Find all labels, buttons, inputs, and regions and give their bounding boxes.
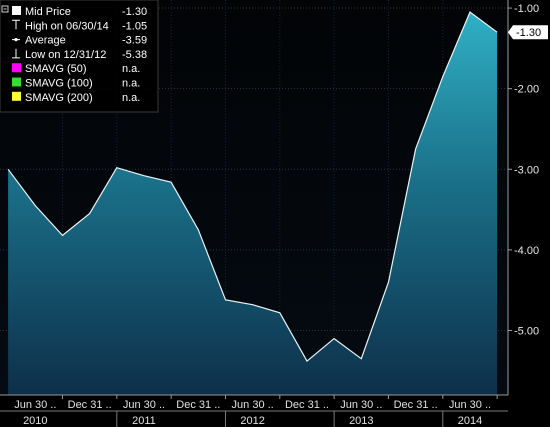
legend-box <box>0 0 159 113</box>
series-area <box>8 12 498 395</box>
x-tick-label: Dec 31 .. <box>68 399 112 411</box>
x-year-label: 2010 <box>23 415 47 427</box>
legend-value: n.a. <box>122 92 140 104</box>
y-tick-label: -1.00 <box>514 3 539 15</box>
x-tick-label: Jun 30 .. <box>232 399 274 411</box>
legend-label: Mid Price <box>25 6 71 18</box>
legend-label: SMAVG (50) <box>25 63 87 75</box>
legend-value: -5.38 <box>122 49 147 61</box>
legend-label: SMAVG (100) <box>25 78 93 90</box>
last-value-box <box>508 25 548 40</box>
legend-label: Low on 12/31/12 <box>25 49 106 61</box>
y-tick-label: -4.00 <box>514 245 539 257</box>
x-year-label: 2014 <box>458 415 482 427</box>
legend-swatch <box>12 63 21 73</box>
legend-item: Low on 12/31/12 -5.38 <box>12 48 147 61</box>
x-year-label: 2012 <box>240 415 264 427</box>
legend: Mid Price -1.30 High on 06/30/14 -1.05 Avera… <box>0 0 159 113</box>
x-year-label: 2011 <box>132 415 156 427</box>
x-axis-labels: Jun 30 .. Dec 31 .. Jun 30 .. Dec 31 .. Jun … <box>0 395 508 427</box>
y-tick-label: -3.00 <box>514 164 539 176</box>
high-marker-icon <box>12 19 20 30</box>
legend-value: n.a. <box>122 63 140 75</box>
legend-collapse-icon[interactable] <box>1 5 9 13</box>
x-tick-label: Dec 31 .. <box>176 399 220 411</box>
low-marker-icon <box>12 48 20 59</box>
legend-swatch <box>12 77 21 87</box>
x-tick-label: Jun 30 .. <box>14 399 56 411</box>
legend-value: -3.59 <box>122 35 147 47</box>
legend-swatch <box>12 6 21 15</box>
legend-value: -1.30 <box>122 6 147 18</box>
legend-item: SMAVG (100) n.a. <box>12 77 140 90</box>
last-value-label: -1.30 <box>516 27 541 39</box>
x-tick-label: Jun 30 .. <box>449 399 491 411</box>
legend-label: Average <box>25 35 66 47</box>
legend-item: Average -3.59 <box>12 35 147 47</box>
x-tick-label: Jun 30 .. <box>340 399 382 411</box>
x-year-label: 2013 <box>349 415 373 427</box>
y-tick-label: -5.00 <box>514 326 539 338</box>
legend-value: -1.05 <box>122 20 147 32</box>
x-tick-label: Dec 31 .. <box>394 399 438 411</box>
legend-swatch <box>12 91 21 101</box>
legend-label: High on 06/30/14 <box>25 20 109 32</box>
legend-item: SMAVG (50) n.a. <box>12 63 140 75</box>
legend-label: SMAVG (200) <box>25 92 93 104</box>
y-tick-label: -2.00 <box>514 84 539 96</box>
last-value-marker: -1.30 <box>508 25 548 40</box>
y-axis-ticks: -1.00 -2.00 -3.00 -4.00 -5.00 <box>508 3 539 338</box>
legend-value: n.a. <box>122 78 140 90</box>
legend-item: SMAVG (200) n.a. <box>12 91 140 104</box>
x-tick-label: Jun 30 .. <box>123 399 165 411</box>
legend-item: Mid Price -1.30 <box>12 6 147 18</box>
legend-item: High on 06/30/14 -1.05 <box>12 19 147 32</box>
series-line <box>7 11 498 363</box>
x-tick-label: Dec 31 .. <box>285 399 329 411</box>
average-dot <box>14 38 18 42</box>
